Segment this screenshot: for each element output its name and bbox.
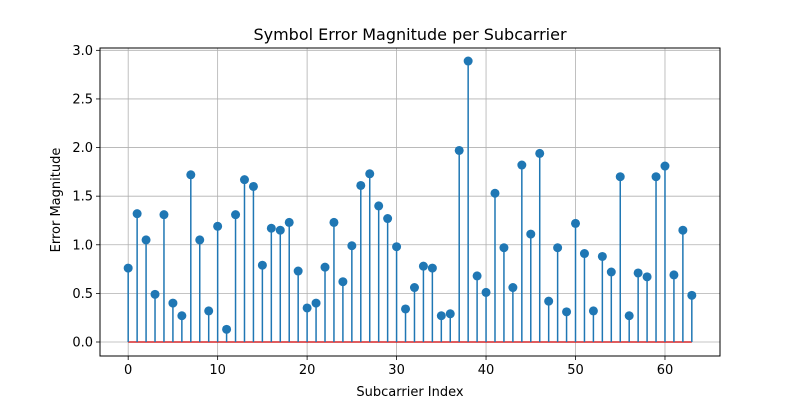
x-tick-label: 20: [299, 363, 316, 378]
stem-marker: [454, 145, 464, 155]
stem-marker: [168, 298, 178, 308]
stem-marker: [365, 169, 375, 179]
stem-marker: [579, 249, 589, 259]
stem-marker: [418, 261, 428, 271]
stem-marker: [186, 170, 196, 180]
stem-marker: [463, 56, 473, 66]
x-axis-label: Subcarrier Index: [356, 385, 463, 400]
stem-marker: [427, 263, 437, 273]
stem-marker: [231, 210, 241, 220]
stem-marker: [508, 283, 518, 293]
stem-marker: [544, 296, 554, 306]
stem-marker: [311, 298, 321, 308]
y-tick-label: 0.0: [72, 336, 93, 351]
stem-marker: [302, 303, 312, 313]
stem-marker: [553, 243, 563, 253]
stem-marker: [141, 235, 151, 245]
grid: [100, 48, 720, 356]
x-tick-label: 10: [209, 363, 226, 378]
y-tick-label: 3.0: [72, 44, 93, 59]
stem-marker: [642, 272, 652, 282]
stem-marker: [651, 172, 661, 182]
stem-marker: [472, 271, 482, 281]
stem-marker: [266, 223, 276, 233]
stem-marker: [445, 309, 455, 319]
x-tick-label: 30: [388, 363, 405, 378]
stem-marker: [356, 180, 366, 190]
chart-title: Symbol Error Magnitude per Subcarrier: [253, 25, 567, 44]
stem-marker: [204, 306, 214, 316]
stem-marker: [678, 225, 688, 235]
stem-marker: [481, 287, 491, 297]
stems-group: [127, 61, 693, 342]
stem-marker: [401, 304, 411, 314]
stem-marker: [633, 268, 643, 278]
stem-marker: [571, 218, 581, 228]
stem-marker: [213, 221, 223, 231]
stem-marker: [409, 283, 419, 293]
stem-marker: [248, 181, 258, 191]
stem-marker: [436, 311, 446, 321]
stem-marker: [275, 225, 285, 235]
x-tick-label: 50: [567, 363, 584, 378]
stem-marker: [526, 229, 536, 239]
x-tick-label: 60: [657, 363, 674, 378]
y-tick-label: 1.5: [72, 190, 93, 205]
y-tick-label: 2.5: [72, 92, 93, 107]
stem-marker: [588, 306, 598, 316]
x-tick-label: 0: [124, 363, 132, 378]
stem-marker: [597, 251, 607, 261]
stem-marker: [320, 262, 330, 272]
stem-marker: [123, 263, 133, 273]
stem-marker: [159, 210, 169, 220]
stem-marker: [392, 242, 402, 252]
stem-marker: [195, 235, 205, 245]
stem-marker: [517, 160, 527, 170]
stem-marker: [383, 214, 393, 224]
stem-marker: [615, 172, 625, 182]
ticks-group: 0 10 20 30 40 50 60 0.0 0.5 1.0 1.5 2.0 2.5 3.0: [72, 44, 673, 378]
stem-marker: [562, 307, 572, 317]
stem-marker: [329, 217, 339, 227]
stem-marker: [338, 277, 348, 287]
stem-marker: [132, 209, 142, 219]
stem-marker: [660, 161, 670, 171]
stem-marker: [624, 311, 634, 321]
stem-marker: [177, 311, 187, 321]
stem-marker: [293, 266, 303, 276]
x-tick-label: 40: [478, 363, 495, 378]
stem-marker: [222, 324, 232, 334]
stem-marker: [669, 270, 679, 280]
stem-marker: [374, 201, 384, 211]
plot-frame: [99, 47, 721, 357]
y-tick-label: 0.5: [72, 287, 93, 302]
stem-marker: [535, 148, 545, 158]
stem-marker: [257, 260, 267, 270]
y-tick-label: 2.0: [72, 141, 93, 156]
markers-group: [123, 56, 697, 334]
stem-marker: [347, 241, 357, 251]
y-axis-label: Error Magnitude: [49, 148, 64, 253]
stem-marker: [606, 267, 616, 277]
stem-marker: [499, 243, 509, 253]
stem-marker: [284, 217, 294, 227]
stem-marker: [490, 188, 500, 198]
stem-marker: [687, 290, 697, 300]
y-tick-label: 1.0: [72, 238, 93, 253]
stem-marker: [239, 175, 249, 185]
stem-marker: [150, 289, 160, 299]
